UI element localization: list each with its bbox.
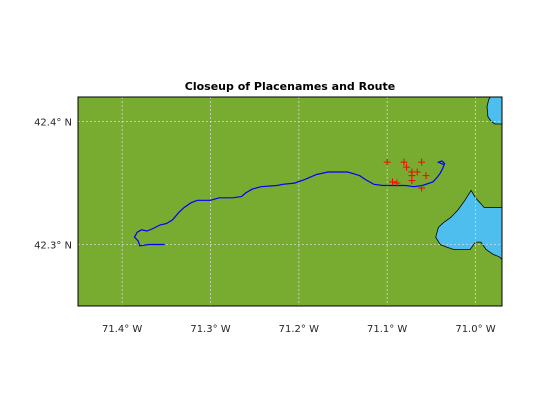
latitude-tick-label: 42.3° N <box>34 241 72 252</box>
longitude-tick-label: 71.3° W <box>190 324 230 335</box>
placename-marker <box>403 163 411 171</box>
longitude-tick-label: 71.1° W <box>367 324 407 335</box>
map-frame <box>77 96 503 307</box>
longitude-tick-labels: 71.4° W 71.3° W 71.2° W 71.1° W 71.0° W <box>102 324 496 335</box>
longitude-tick-label: 71.4° W <box>102 324 142 335</box>
harbor-water-area <box>435 189 502 260</box>
placename-marker <box>418 184 426 192</box>
longitude-tick-label: 71.2° W <box>279 324 319 335</box>
route-line <box>133 160 446 247</box>
placename-marker <box>388 178 396 186</box>
map-title: Closeup of Placenames and Route <box>185 80 395 93</box>
map-grid <box>78 97 502 306</box>
placename-marker <box>383 158 391 166</box>
placename-markers <box>383 158 430 192</box>
placename-marker <box>393 179 401 187</box>
placename-marker <box>400 158 408 166</box>
placename-marker <box>422 172 430 180</box>
longitude-tick-label: 71.0° W <box>455 324 495 335</box>
map-axes <box>77 96 503 307</box>
placename-marker <box>408 177 416 185</box>
latitude-tick-labels: 42.4° N 42.3° N <box>34 118 72 252</box>
placename-marker <box>413 168 421 176</box>
latitude-tick-label: 42.4° N <box>34 118 72 129</box>
placename-marker <box>418 158 426 166</box>
land-area <box>78 97 502 306</box>
